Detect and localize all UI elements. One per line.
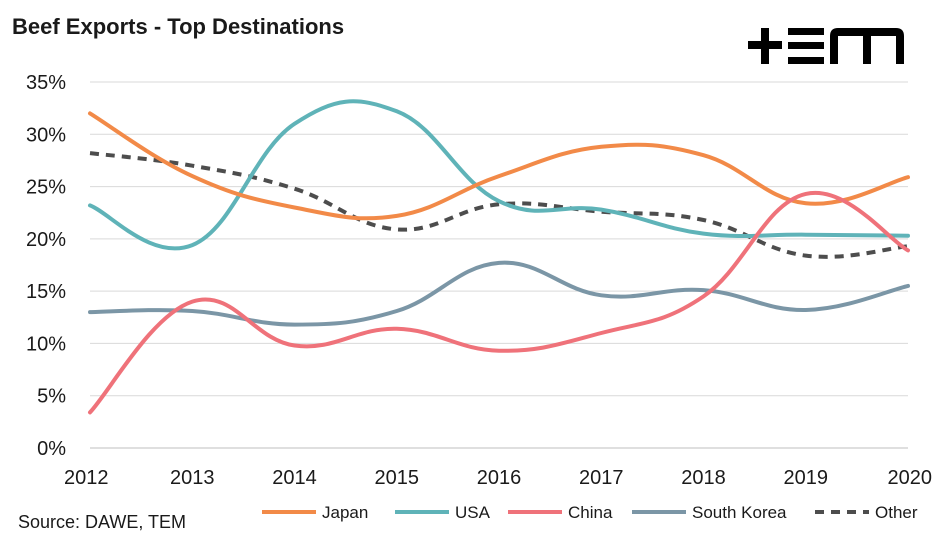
- legend-label: South Korea: [692, 503, 787, 522]
- series-line-japan: [88, 111, 910, 221]
- legend-label: China: [568, 503, 613, 522]
- y-tick-label: 10%: [26, 333, 66, 355]
- x-tick-label: 2014: [272, 467, 317, 489]
- x-tick-label: 2018: [681, 467, 726, 489]
- y-tick-label: 15%: [26, 281, 66, 303]
- legend-item: USA: [395, 503, 491, 522]
- legend-item: Japan: [262, 503, 368, 522]
- x-tick-label: 2020: [888, 467, 933, 489]
- series-line-south-korea: [88, 260, 910, 327]
- legend: Japan USA China South Korea Other: [262, 503, 918, 522]
- grid-lines: [90, 81, 908, 397]
- x-tick-label: 2015: [375, 467, 420, 489]
- chart-title: Beef Exports - Top Destinations: [12, 14, 345, 39]
- legend-label: USA: [455, 503, 491, 522]
- y-tick-label: 0%: [37, 438, 66, 460]
- y-tick-label: 30%: [26, 124, 66, 146]
- series-line-other: [89, 151, 909, 259]
- legend-item: South Korea: [632, 503, 787, 522]
- x-tick-label: 2019: [784, 467, 829, 489]
- y-axis-ticks: 0% 5% 10% 15% 20% 25% 30% 35%: [26, 72, 66, 460]
- legend-label: Japan: [322, 503, 368, 522]
- source-note: Source: DAWE, TEM: [18, 512, 187, 532]
- x-axis-ticks: 2012 2013 2014 2015 2016 2017 2018 2019 2020: [64, 467, 932, 489]
- legend-item: China: [508, 503, 613, 522]
- x-tick-label: 2012: [64, 467, 109, 489]
- y-tick-label: 35%: [26, 72, 66, 94]
- legend-item: Other: [815, 503, 918, 522]
- y-tick-label: 5%: [37, 386, 66, 408]
- y-tick-label: 25%: [26, 177, 66, 199]
- y-tick-label: 20%: [26, 229, 66, 251]
- tem-logo: [748, 28, 904, 64]
- legend-label: Other: [875, 503, 918, 522]
- series-line-china: [88, 190, 910, 415]
- x-tick-label: 2013: [170, 467, 215, 489]
- series-lines: [88, 99, 910, 415]
- x-tick-label: 2017: [579, 467, 624, 489]
- series-line-usa: [88, 99, 910, 251]
- x-tick-label: 2016: [477, 467, 522, 489]
